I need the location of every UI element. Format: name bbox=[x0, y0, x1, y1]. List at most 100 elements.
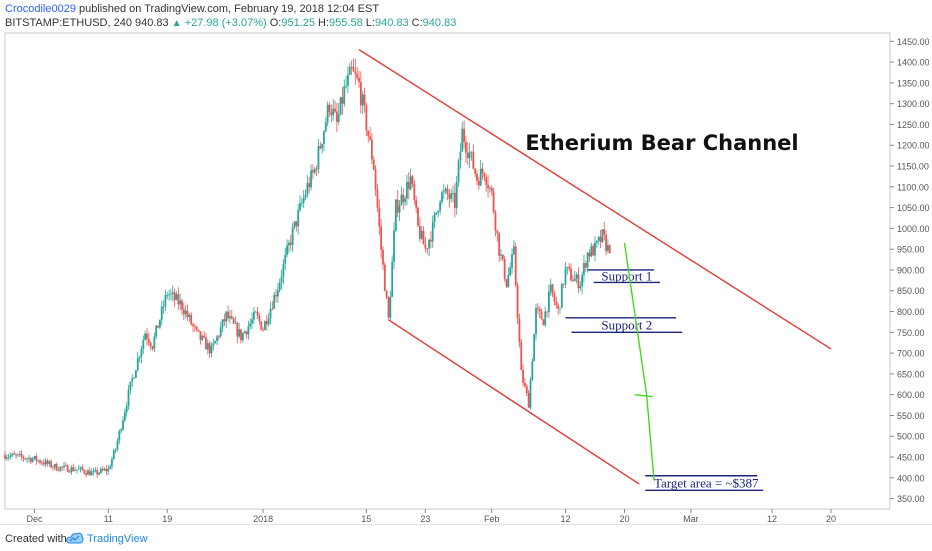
candle-body bbox=[490, 187, 493, 192]
candle-body bbox=[70, 467, 73, 473]
tradingview-brand[interactable]: TradingView bbox=[87, 533, 148, 545]
candle-body bbox=[173, 292, 176, 300]
candle-body bbox=[524, 382, 526, 387]
candle-body bbox=[371, 139, 373, 160]
close-value: 940.83 bbox=[422, 17, 457, 29]
candle-body bbox=[140, 348, 143, 357]
created-with-text: Created with bbox=[5, 533, 67, 545]
close-label: C: bbox=[411, 17, 423, 29]
candle-body bbox=[7, 456, 10, 458]
candle-body bbox=[295, 221, 298, 227]
candle-body bbox=[221, 319, 224, 328]
candle-body bbox=[208, 343, 211, 354]
candle-body bbox=[404, 198, 406, 203]
y-tick-label: 800.00 bbox=[897, 307, 925, 317]
candle-body bbox=[40, 462, 43, 464]
candle-body bbox=[571, 280, 574, 282]
candle-body bbox=[535, 307, 537, 335]
y-tick-label: 400.00 bbox=[897, 473, 925, 483]
candle-body bbox=[411, 176, 414, 184]
candle-body bbox=[168, 294, 170, 296]
candle-body bbox=[498, 233, 501, 256]
candle-body bbox=[214, 341, 217, 344]
candle-body bbox=[5, 457, 8, 459]
x-tick-label: 15 bbox=[361, 514, 371, 524]
candle-body bbox=[262, 329, 265, 331]
candle-body bbox=[273, 294, 276, 309]
candle-body bbox=[216, 336, 218, 342]
candle-body bbox=[271, 308, 274, 310]
candle-body bbox=[190, 315, 193, 325]
x-tick-label: Feb bbox=[484, 514, 500, 524]
candle-body bbox=[299, 203, 301, 211]
candle-body bbox=[531, 361, 534, 380]
candle-body bbox=[319, 146, 322, 149]
candle-body bbox=[518, 318, 521, 343]
low-value: 940.83 bbox=[374, 17, 409, 29]
candle-body bbox=[269, 308, 272, 319]
candle-body bbox=[131, 378, 134, 382]
candle-body bbox=[339, 97, 342, 115]
candle-body bbox=[603, 229, 606, 235]
symbol-line: BITSTAMP:ETHUSD, 240 940.83 ▲ +27.98 (+3… bbox=[5, 16, 456, 31]
candle-body bbox=[37, 460, 40, 462]
candle-body bbox=[424, 244, 427, 249]
x-tick-label: 11 bbox=[104, 514, 113, 524]
candle-body bbox=[463, 128, 465, 143]
candle-body bbox=[186, 310, 189, 317]
candle-body bbox=[605, 234, 607, 251]
candle-body bbox=[123, 412, 126, 421]
candle-body bbox=[461, 128, 464, 152]
candle-body bbox=[236, 323, 239, 337]
candle-body bbox=[555, 301, 558, 306]
candle-body bbox=[280, 276, 283, 283]
candle-body bbox=[428, 239, 430, 249]
y-tick-label: 550.00 bbox=[897, 411, 925, 421]
candle-body bbox=[92, 471, 95, 472]
candle-body bbox=[147, 338, 150, 343]
candle-body bbox=[536, 307, 539, 309]
candle-body bbox=[29, 457, 32, 462]
candle-body bbox=[522, 370, 524, 383]
candle-body bbox=[164, 295, 167, 307]
candle-body bbox=[114, 449, 117, 451]
candle-body bbox=[422, 230, 425, 245]
candle-body bbox=[496, 230, 499, 234]
candle-body bbox=[444, 188, 447, 192]
candle-body bbox=[418, 225, 421, 239]
candle-body bbox=[367, 130, 370, 137]
candle-body bbox=[570, 268, 572, 281]
candle-body bbox=[400, 194, 403, 206]
candle-body bbox=[194, 325, 196, 327]
candle-body bbox=[426, 248, 429, 250]
candle-body bbox=[26, 458, 29, 460]
candle-body bbox=[175, 294, 178, 300]
candle-body bbox=[256, 311, 259, 316]
candle-body bbox=[267, 318, 270, 325]
candle-body bbox=[125, 406, 128, 413]
y-tick-label: 1350.00 bbox=[897, 78, 930, 88]
candle-body bbox=[155, 325, 158, 337]
candle-body bbox=[439, 201, 442, 211]
y-tick-label: 500.00 bbox=[897, 432, 925, 442]
author-link[interactable]: Crocodile0029 bbox=[5, 3, 76, 15]
candle-body bbox=[594, 242, 596, 256]
candle-body bbox=[476, 173, 478, 181]
candle-body bbox=[509, 267, 512, 276]
candle-body bbox=[551, 284, 554, 295]
candle-body bbox=[42, 463, 45, 465]
candle-body bbox=[378, 207, 381, 227]
candle-body bbox=[177, 294, 180, 305]
candle-body bbox=[334, 108, 336, 112]
tradingview-cloud-icon bbox=[66, 532, 84, 544]
candle-body bbox=[241, 333, 244, 341]
chart-header: Crocodile0029 published on TradingView.c… bbox=[5, 2, 456, 31]
candle-body bbox=[468, 152, 471, 159]
price-chart[interactable]: 350.00 400.00 450.00 500.00 550.00 600.00 650.… bbox=[0, 0, 932, 524]
candle-body bbox=[369, 136, 371, 140]
candle-body bbox=[608, 245, 611, 253]
candle-body bbox=[136, 358, 139, 371]
candle-body bbox=[64, 465, 67, 467]
candle-body bbox=[120, 429, 123, 431]
candle-body bbox=[335, 111, 338, 122]
